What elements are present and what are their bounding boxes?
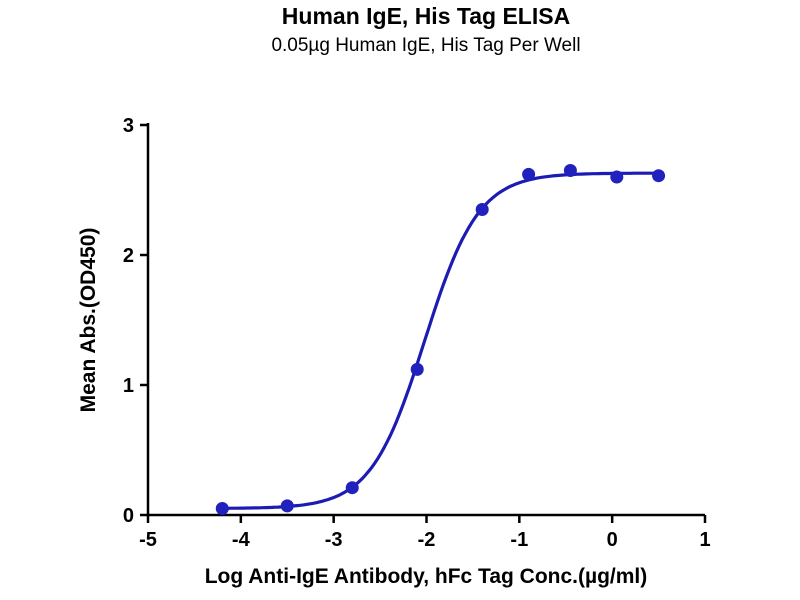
y-axis-label: Mean Abs.(OD450) [77, 228, 100, 413]
x-axis-label: Log Anti-IgE Antibody, hFc Tag Conc.(µg/… [205, 565, 648, 588]
data-point [652, 169, 666, 183]
data-point [475, 203, 489, 216]
x-tick-label: -2 [418, 529, 436, 551]
data-point [410, 362, 424, 376]
y-tick-label: 1 [123, 375, 134, 397]
x-tick-label: -4 [232, 529, 251, 551]
chart-title: Human IgE, His Tag ELISA [282, 3, 570, 29]
x-tick-label: 0 [607, 529, 618, 551]
data-point [280, 499, 294, 513]
x-tick-label: -3 [325, 529, 343, 551]
fit-curve [220, 171, 661, 510]
x-tick-label: -5 [139, 529, 157, 551]
y-tick-label: 0 [123, 505, 134, 527]
data-point [563, 164, 577, 177]
data-point [610, 170, 624, 184]
chart-subtitle: 0.05µg Human IgE, His Tag Per Well [271, 35, 580, 56]
y-tick-label: 3 [123, 115, 134, 137]
x-tick-label: 1 [699, 529, 710, 551]
x-tick-label: -1 [510, 529, 528, 551]
data-point [345, 481, 359, 495]
y-tick-label: 2 [123, 245, 134, 267]
data-point [215, 502, 229, 515]
data-point [522, 167, 536, 181]
